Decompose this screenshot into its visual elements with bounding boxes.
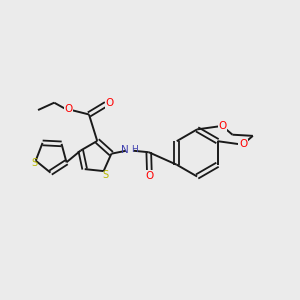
Text: O: O [64, 104, 73, 114]
Text: S: S [31, 158, 37, 168]
Text: O: O [219, 122, 227, 131]
Text: O: O [239, 139, 247, 149]
Text: O: O [145, 171, 154, 181]
Text: H: H [131, 145, 138, 154]
Text: N: N [121, 145, 129, 154]
Text: O: O [106, 98, 114, 108]
Text: S: S [102, 169, 108, 180]
